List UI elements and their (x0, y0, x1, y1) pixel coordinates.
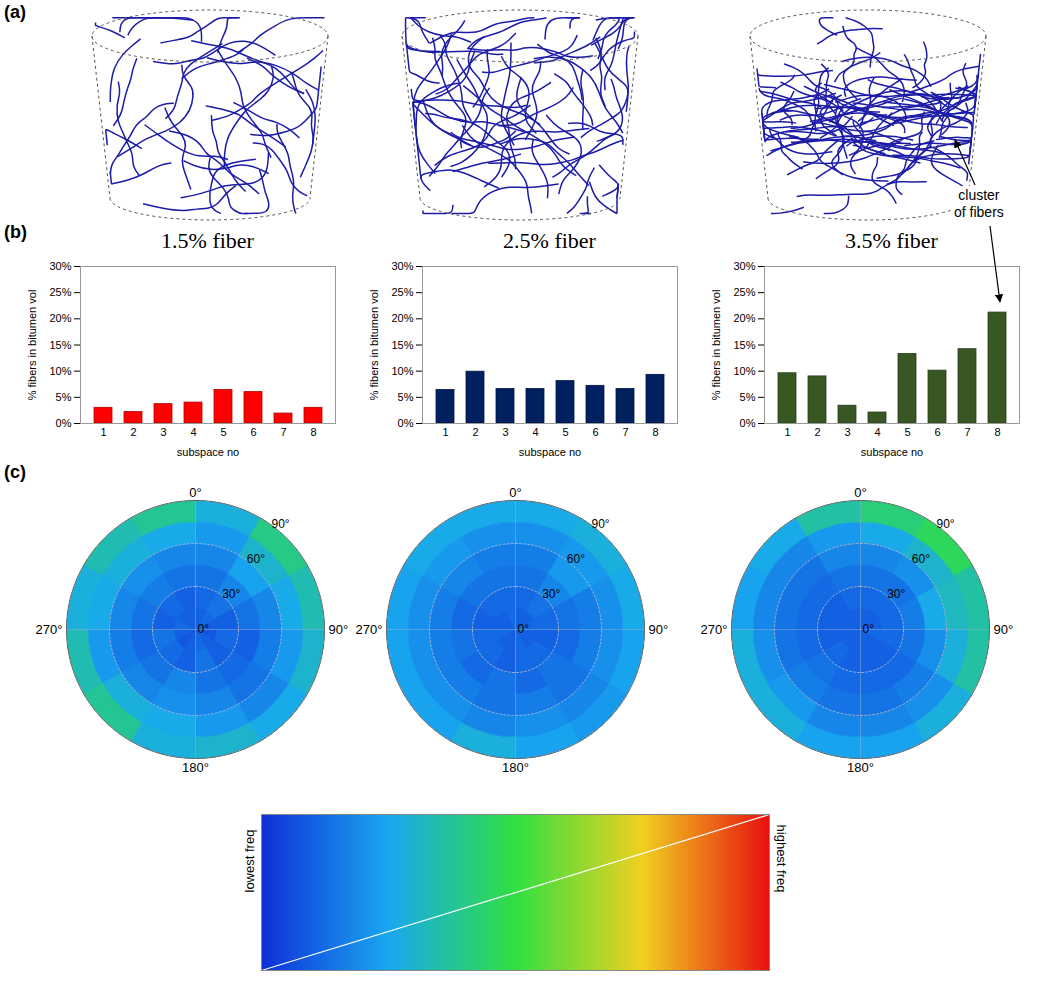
svg-text:30°: 30° (887, 587, 905, 601)
svg-text:% fibers in bitumen vol: % fibers in bitumen vol (710, 290, 722, 401)
svg-text:15%: 15% (733, 339, 755, 351)
html-text:1.5% fiber: 1.5% fiber (161, 228, 254, 253)
svg-text:0%: 0% (398, 417, 414, 429)
svg-text:30°: 30° (222, 587, 240, 601)
html-text:of fibers: of fibers (954, 204, 1004, 220)
svg-text:5%: 5% (398, 391, 414, 403)
svg-text:7: 7 (964, 426, 970, 438)
html-text:(a): (a) (4, 2, 26, 22)
svg-text:30°: 30° (542, 587, 560, 601)
svg-text:90°: 90° (649, 622, 669, 637)
svg-text:0°: 0° (854, 485, 866, 500)
svg-text:270°: 270° (701, 622, 728, 637)
svg-text:0°: 0° (509, 485, 521, 500)
html-text:(c): (c) (4, 462, 26, 482)
svg-text:90°: 90° (329, 622, 349, 637)
svg-text:4: 4 (190, 426, 196, 438)
svg-text:30%: 30% (391, 260, 413, 272)
svg-text:20%: 20% (49, 312, 71, 324)
svg-text:180°: 180° (182, 760, 209, 775)
svg-text:0°: 0° (863, 622, 875, 636)
html-text:cluster: cluster (958, 187, 1000, 203)
svg-text:6: 6 (592, 426, 598, 438)
svg-text:0°: 0° (198, 622, 210, 636)
svg-text:2: 2 (814, 426, 820, 438)
svg-text:% fibers in bitumen vol: % fibers in bitumen vol (368, 290, 380, 401)
svg-text:15%: 15% (391, 339, 413, 351)
svg-text:0°: 0° (518, 622, 530, 636)
svg-text:7: 7 (622, 426, 628, 438)
svg-text:6: 6 (250, 426, 256, 438)
svg-text:3: 3 (844, 426, 850, 438)
svg-text:1: 1 (784, 426, 790, 438)
svg-text:8: 8 (994, 426, 1000, 438)
svg-text:90°: 90° (994, 622, 1014, 637)
svg-text:20%: 20% (391, 312, 413, 324)
svg-text:270°: 270° (356, 622, 383, 637)
svg-text:8: 8 (652, 426, 658, 438)
svg-text:1: 1 (100, 426, 106, 438)
svg-text:10%: 10% (391, 365, 413, 377)
svg-text:1: 1 (442, 426, 448, 438)
svg-text:6: 6 (934, 426, 940, 438)
svg-text:0%: 0% (56, 417, 72, 429)
svg-text:60°: 60° (567, 552, 585, 566)
svg-text:2: 2 (130, 426, 136, 438)
svg-text:20%: 20% (733, 312, 755, 324)
svg-text:60°: 60° (912, 552, 930, 566)
html-text:3.5% fiber: 3.5% fiber (845, 228, 938, 253)
svg-text:270°: 270° (36, 622, 63, 637)
svg-text:2: 2 (472, 426, 478, 438)
html-text:2.5% fiber: 2.5% fiber (503, 228, 596, 253)
svg-text:25%: 25% (391, 286, 413, 298)
svg-text:7: 7 (280, 426, 286, 438)
svg-text:90°: 90° (936, 517, 954, 531)
svg-text:15%: 15% (49, 339, 71, 351)
svg-text:25%: 25% (49, 286, 71, 298)
svg-text:10%: 10% (733, 365, 755, 377)
svg-text:90°: 90° (591, 517, 609, 531)
svg-text:180°: 180° (502, 760, 529, 775)
svg-text:25%: 25% (733, 286, 755, 298)
svg-text:3: 3 (160, 426, 166, 438)
svg-text:lowest freq: lowest freq (242, 830, 257, 893)
svg-text:5%: 5% (740, 391, 756, 403)
svg-text:5: 5 (220, 426, 226, 438)
svg-text:4: 4 (874, 426, 880, 438)
svg-text:5: 5 (562, 426, 568, 438)
svg-text:8: 8 (310, 426, 316, 438)
svg-text:5: 5 (904, 426, 910, 438)
svg-text:subspace no: subspace no (177, 446, 239, 458)
svg-text:3: 3 (502, 426, 508, 438)
svg-text:subspace no: subspace no (519, 446, 581, 458)
html-text:(b): (b) (4, 222, 27, 242)
svg-text:subspace no: subspace no (861, 446, 923, 458)
svg-text:30%: 30% (733, 260, 755, 272)
svg-text:60°: 60° (247, 552, 265, 566)
svg-text:4: 4 (532, 426, 538, 438)
svg-text:highest freq: highest freq (774, 825, 789, 893)
svg-text:10%: 10% (49, 365, 71, 377)
svg-text:0%: 0% (740, 417, 756, 429)
svg-text:0°: 0° (189, 485, 201, 500)
svg-text:90°: 90° (271, 517, 289, 531)
svg-text:% fibers in bitumen vol: % fibers in bitumen vol (26, 290, 38, 401)
svg-text:30%: 30% (49, 260, 71, 272)
svg-text:180°: 180° (847, 760, 874, 775)
svg-text:5%: 5% (56, 391, 72, 403)
